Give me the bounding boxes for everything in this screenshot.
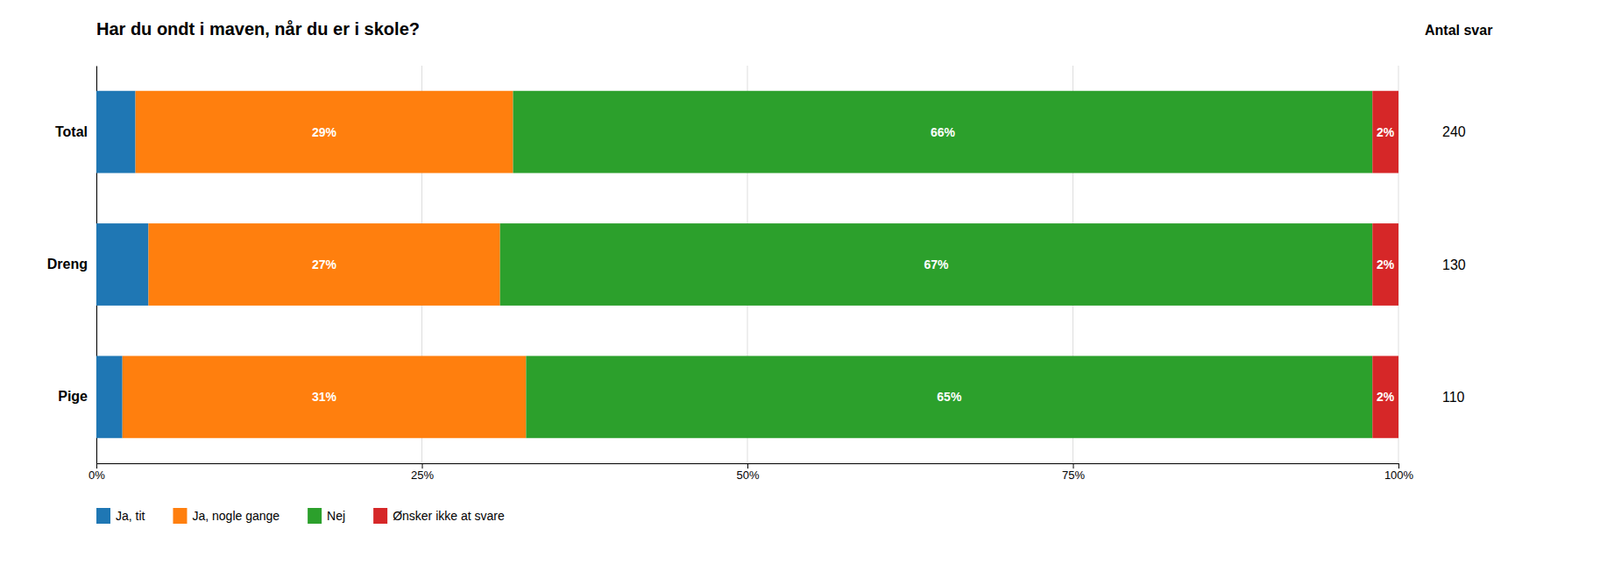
tick-mark	[422, 463, 424, 469]
data-label: 2%	[1376, 257, 1395, 272]
tick-mark	[1073, 463, 1075, 469]
legend-label: Nej	[326, 509, 346, 524]
chart: 0% 25% 50% 75% 100% Total Dreng Pige 29% 27% 31% 66…	[0, 0, 1600, 564]
tick-mark	[96, 463, 98, 469]
plot: 0% 25% 50% 75% 100% Total Dreng Pige 29% 27% 31% 66…	[47, 65, 1415, 482]
tick: Total	[55, 124, 97, 140]
tick-label: Dreng	[47, 256, 88, 272]
bar	[1372, 223, 1399, 306]
count: 240	[1442, 124, 1466, 140]
data-label: 2%	[1376, 389, 1395, 404]
legend-item: Ja, nogle gange	[172, 508, 280, 524]
bar	[148, 223, 500, 306]
data-label: 27%	[311, 257, 338, 272]
bar	[500, 223, 1374, 306]
tick-label: 75%	[1061, 468, 1085, 482]
tick: 0%	[88, 463, 106, 482]
bars	[96, 91, 1399, 439]
bar	[96, 223, 149, 306]
tick-label: 100%	[1384, 468, 1415, 482]
series	[122, 91, 527, 439]
title: Har du ondt i maven, når du er i skole?	[96, 19, 420, 39]
tick-mark	[747, 463, 749, 469]
legend-swatch	[172, 508, 187, 524]
grid	[96, 65, 1399, 464]
tick: Pige	[57, 389, 97, 404]
data-labels: 29% 27% 31% 66% 67% 65% 2% 2% 2%	[311, 125, 1395, 405]
series	[1372, 91, 1399, 439]
bar	[96, 355, 123, 439]
legend-label: Ja, tit	[115, 509, 146, 524]
tick-mark	[1398, 463, 1400, 469]
legend-swatch	[373, 508, 388, 524]
tick-label: Total	[55, 124, 88, 140]
counts-header: Antal svar	[1424, 22, 1493, 38]
bar	[525, 355, 1373, 439]
legend-swatch	[307, 508, 322, 524]
data-label: 29%	[311, 125, 338, 140]
tick: 25%	[410, 463, 434, 482]
legend-item: Nej	[307, 508, 346, 524]
bar	[135, 91, 514, 174]
legend-item: Ja, tit	[96, 508, 146, 524]
data-label: 67%	[923, 257, 949, 272]
axis-line	[97, 464, 1400, 470]
y-axis: Total Dreng Pige	[47, 66, 98, 465]
data-label: 66%	[930, 125, 956, 140]
data-label: 31%	[311, 389, 338, 404]
data-label: 2%	[1376, 125, 1395, 140]
bar	[122, 355, 527, 439]
tick-label: 25%	[410, 468, 434, 482]
bar	[1372, 355, 1399, 439]
bar	[96, 91, 136, 174]
legend: Ja, tit Ja, nogle gange Nej Ønsker ikke at …	[96, 508, 505, 524]
x-axis: 0% 25% 50% 75% 100%	[88, 463, 1414, 482]
count: 130	[1442, 257, 1466, 273]
tick-label: 0%	[88, 468, 106, 482]
data-label: 65%	[936, 389, 963, 404]
tick-label: 50%	[736, 468, 759, 482]
legend-swatch	[96, 508, 111, 524]
series	[500, 91, 1374, 439]
tick: 50%	[736, 463, 759, 482]
tick: Dreng	[47, 256, 97, 272]
count: 110	[1442, 389, 1466, 405]
tick: 75%	[1061, 463, 1085, 482]
tick-label: Pige	[57, 389, 88, 404]
legend-label: Ønsker ikke at svare	[392, 509, 505, 524]
bar	[1372, 91, 1399, 174]
bar	[513, 91, 1374, 174]
legend-item: Ønsker ikke at svare	[373, 508, 505, 524]
tick: 100%	[1384, 463, 1415, 482]
legend-label: Ja, nogle gange	[191, 509, 280, 524]
